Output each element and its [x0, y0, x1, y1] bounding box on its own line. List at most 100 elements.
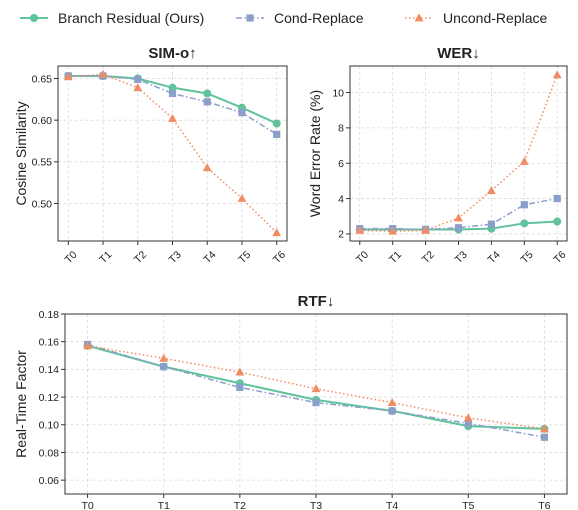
x-tick-label: T4 — [201, 249, 218, 266]
data-point-uncond — [83, 341, 92, 350]
legend-item-uncond: Uncond-Replace — [405, 10, 547, 26]
data-point-branch — [168, 83, 177, 92]
legend-item-cond: Cond-Replace — [236, 10, 364, 26]
data-point-uncond — [463, 413, 473, 422]
data-point-uncond — [540, 424, 549, 433]
data-point-cond — [553, 194, 561, 203]
sim-o-chart: 0.50 0.55 0.60 0.65 T0 T1 T2 T3 T4 T5 T6 SIM-o↑ Cosi… — [13, 45, 288, 266]
rtf-chart: 0.06 0.08 0.10 0.12 0.14 0.16 0.18 T0 T1 T2 T3 T4 T5… — [13, 293, 568, 510]
x-tick-label: T6 — [271, 249, 288, 266]
x-tick-label: T2 — [420, 249, 437, 266]
data-point-cond — [388, 407, 396, 415]
wer-chart: 2 4 6 8 10 T0 T1 T2 T3 T4 T5 T6 WER↓ Word Error Rate … — [307, 45, 569, 266]
data-point-cond — [203, 98, 211, 106]
legend-item-branch: Branch Residual (Ours) — [20, 10, 204, 26]
data-point-uncond — [235, 367, 245, 376]
y-tick-label: 0.50 — [32, 198, 53, 210]
y-tick-label: 0.55 — [32, 157, 53, 169]
data-point-uncond — [98, 69, 108, 78]
y-tick-label: 2 — [338, 229, 344, 241]
data-point-cond — [464, 419, 472, 427]
x-tick-label: T3 — [310, 500, 322, 510]
x-tick-label: T2 — [234, 500, 246, 510]
y-tick-label: 6 — [338, 158, 344, 170]
y-tick-label: 4 — [338, 193, 344, 205]
x-tick-label: T2 — [132, 249, 149, 266]
data-point-cond — [238, 109, 246, 117]
legend-marker-cond — [246, 14, 254, 22]
x-tick-label: T1 — [97, 249, 114, 266]
x-tick-label: T4 — [486, 249, 503, 266]
data-point-uncond — [159, 353, 169, 362]
plot-frame — [349, 65, 568, 242]
y-tick-label: 0.12 — [39, 392, 60, 404]
data-point-cond — [134, 75, 142, 83]
legend: Branch Residual (Ours) Cond-Replace Uncond… — [20, 10, 547, 26]
legend-label: Uncond-Replace — [443, 10, 547, 26]
x-tick-label: T5 — [236, 249, 253, 266]
y-tick-label: 0.10 — [39, 420, 60, 432]
x-tick-label: T4 — [386, 500, 398, 510]
x-tick-label: T0 — [81, 500, 93, 510]
data-point-uncond — [552, 70, 562, 79]
data-point-branch — [520, 219, 529, 228]
x-tick-label: T0 — [354, 249, 371, 266]
plot-frame — [57, 65, 288, 242]
y-tick-label: 0.16 — [39, 336, 60, 348]
x-tick-label: T5 — [462, 500, 474, 510]
y-tick-label: 8 — [338, 123, 344, 135]
y-axis-label: Word Error Rate (%) — [307, 90, 323, 217]
data-point-cond — [487, 220, 496, 228]
y-tick-label: 0.06 — [39, 475, 60, 487]
x-tick-label: T3 — [453, 249, 470, 266]
data-point-uncond — [311, 384, 321, 393]
y-tick-label: 0.65 — [32, 73, 53, 85]
data-point-uncond — [237, 193, 247, 202]
data-point-branch — [272, 119, 281, 128]
data-point-cond — [312, 399, 320, 407]
x-tick-label: T6 — [538, 500, 550, 510]
data-point-uncond — [272, 228, 282, 237]
data-point-uncond — [454, 213, 463, 222]
data-point-uncond — [388, 226, 398, 235]
chart-title: WER↓ — [437, 45, 480, 62]
chart-title: RTF↓ — [298, 293, 335, 310]
data-point-cond — [273, 130, 281, 138]
plot-frame — [64, 313, 568, 495]
x-tick-label: T3 — [167, 249, 184, 266]
y-axis-label: Cosine Similarity — [13, 101, 29, 205]
chart-title: SIM-o↑ — [148, 45, 196, 62]
data-point-uncond — [168, 113, 177, 122]
data-point-cond — [236, 383, 244, 391]
data-point-branch — [553, 217, 562, 226]
y-tick-label: 0.08 — [39, 447, 60, 459]
data-point-cond — [160, 363, 168, 371]
data-point-cond — [540, 433, 549, 441]
x-tick-label: T6 — [551, 249, 568, 266]
y-tick-label: 0.18 — [39, 309, 60, 321]
x-tick-label: T5 — [518, 249, 535, 266]
legend-label: Cond-Replace — [274, 10, 364, 26]
data-point-uncond — [133, 83, 143, 92]
y-axis-label: Real-Time Factor — [13, 350, 29, 458]
x-tick-label: T0 — [62, 249, 79, 266]
data-point-uncond — [519, 156, 529, 165]
x-tick-label: T1 — [158, 500, 170, 510]
data-point-uncond — [63, 72, 73, 81]
data-point-uncond — [387, 398, 397, 407]
x-tick-label: T1 — [387, 249, 404, 266]
data-point-cond — [454, 224, 463, 232]
y-tick-label: 10 — [332, 87, 344, 99]
legend-marker-uncond — [414, 13, 424, 22]
series-line-uncond — [68, 73, 278, 234]
y-tick-label: 0.14 — [39, 364, 60, 376]
data-point-uncond — [487, 186, 496, 195]
data-point-cond — [520, 201, 528, 209]
y-tick-label: 0.60 — [32, 115, 53, 127]
data-point-cond — [168, 89, 177, 98]
data-point-uncond — [421, 225, 430, 234]
legend-label: Branch Residual (Ours) — [58, 10, 204, 26]
data-point-uncond — [355, 225, 365, 234]
data-point-branch — [203, 89, 212, 98]
